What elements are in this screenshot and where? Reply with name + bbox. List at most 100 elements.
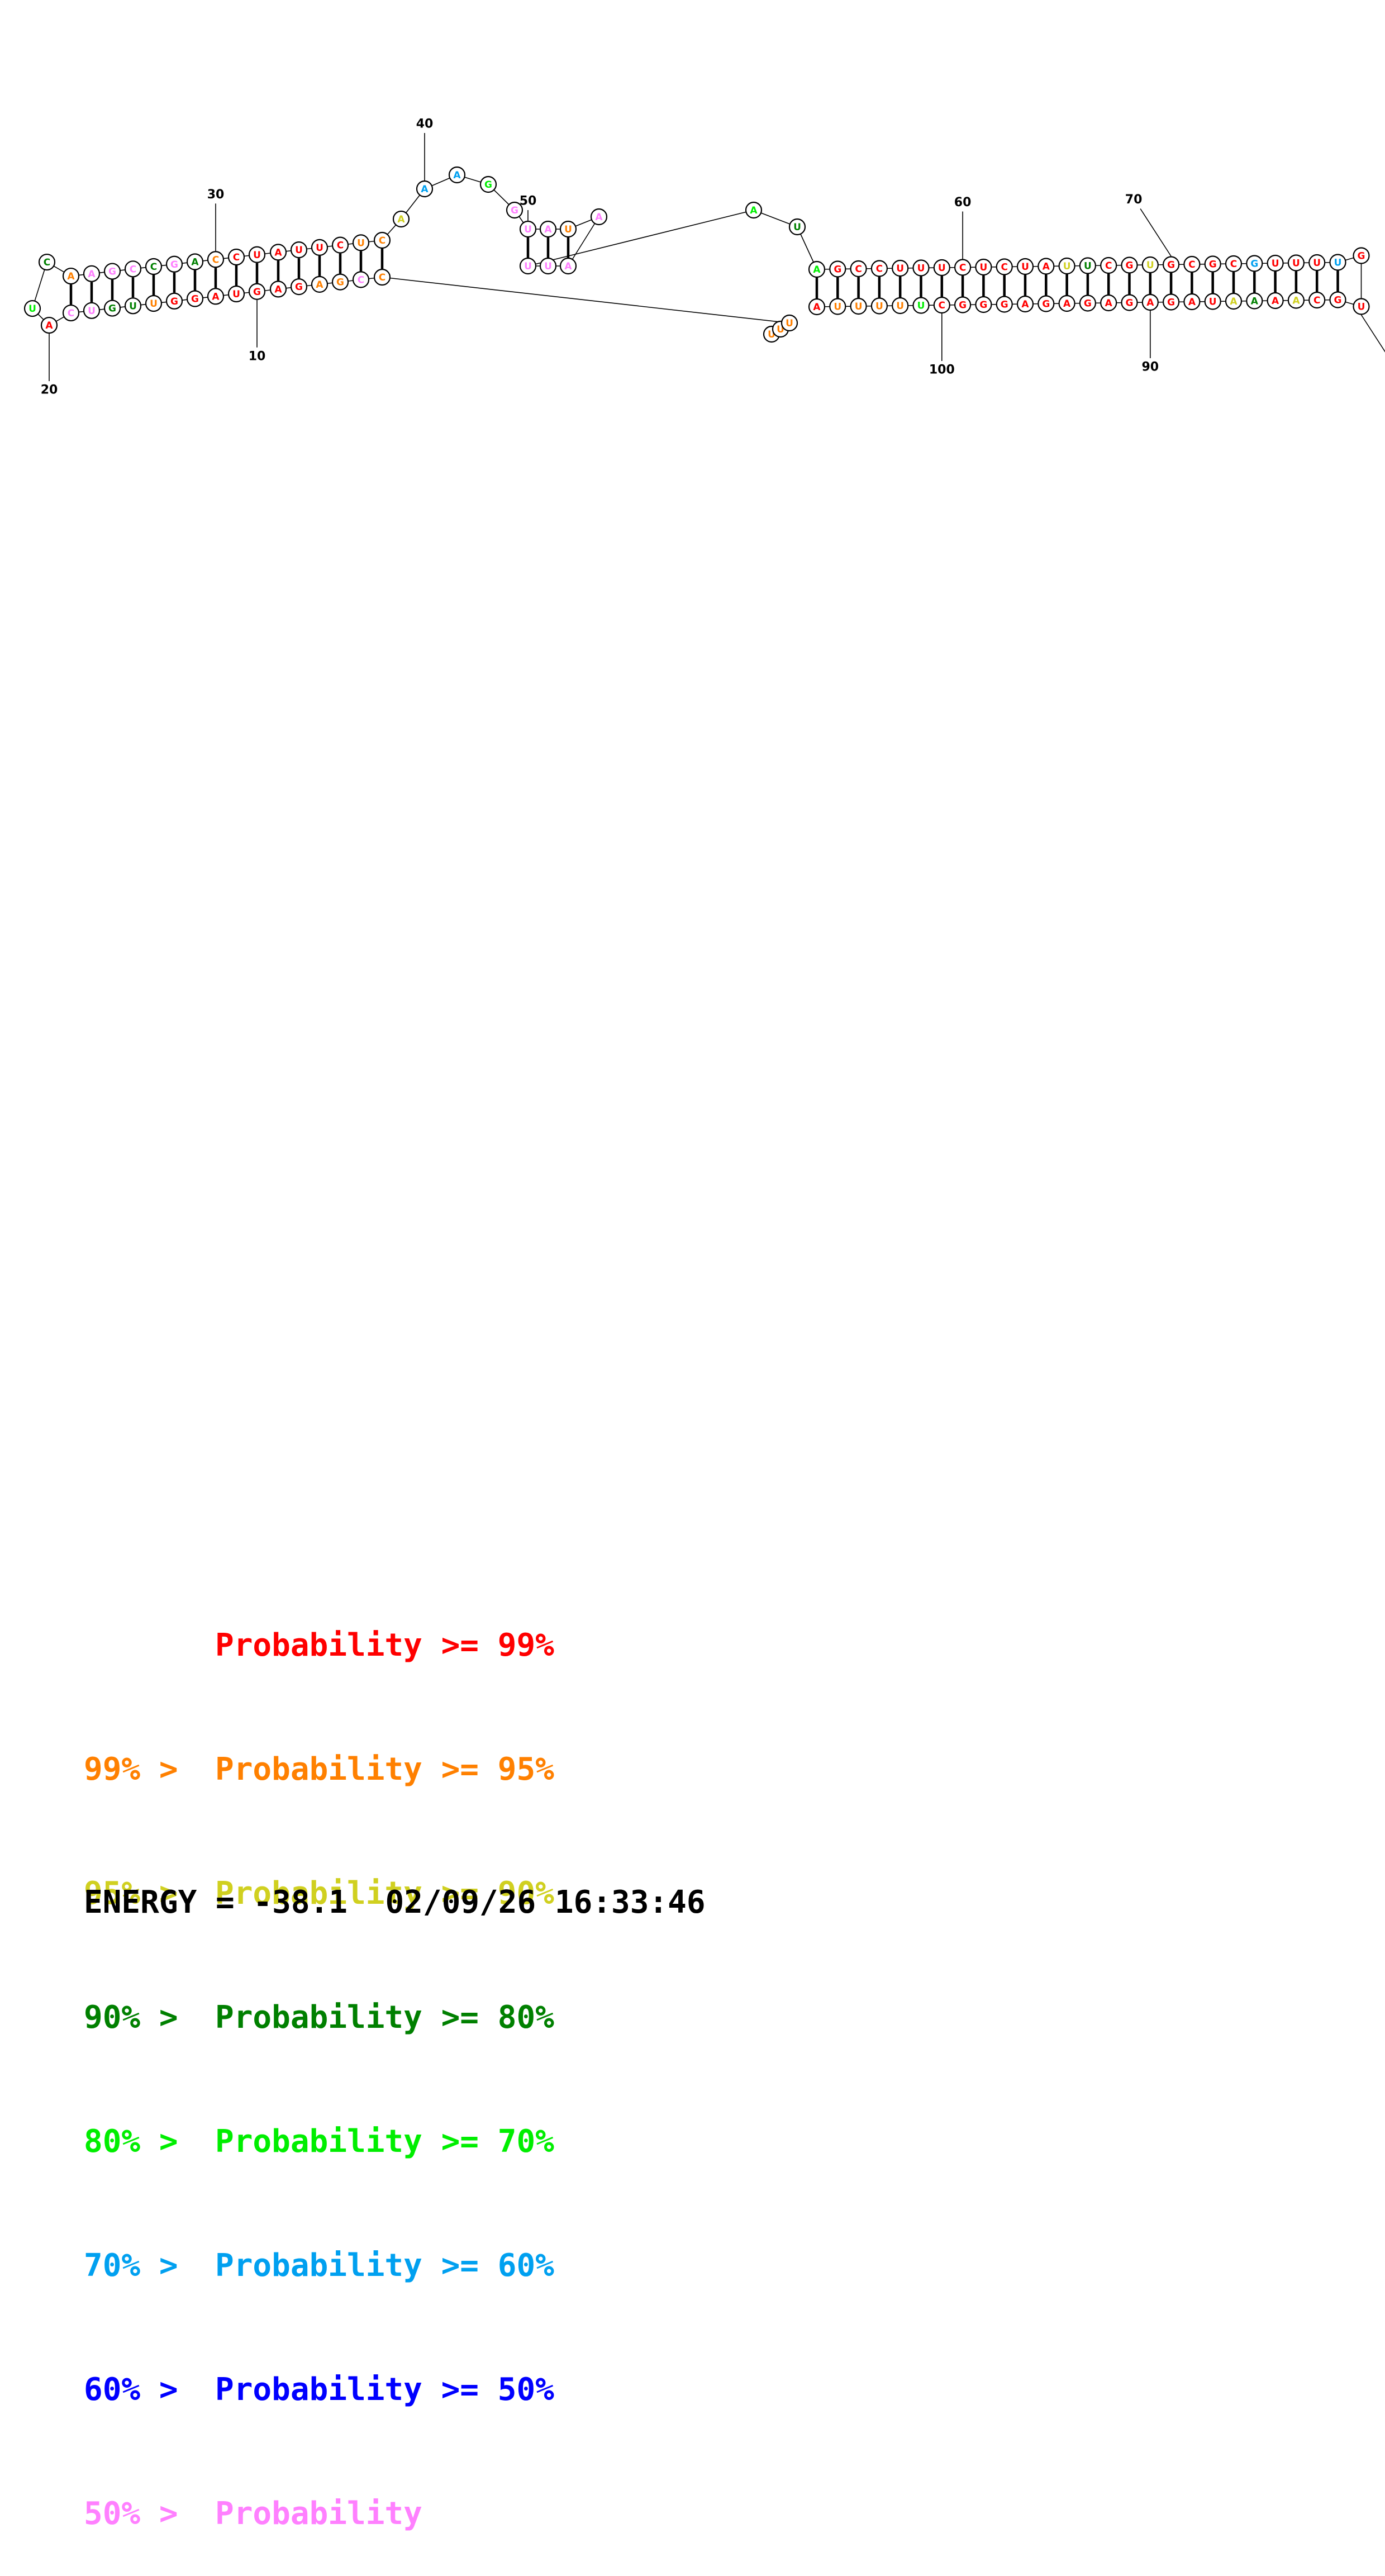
nucleotide: U: [892, 298, 908, 313]
backbone-segment: [528, 210, 754, 266]
nucleotide: U: [872, 298, 887, 314]
nucleotide: U: [975, 259, 991, 275]
nucleotide: A: [1246, 293, 1262, 309]
nucleotide-base: A: [1146, 297, 1154, 308]
nucleotide: C: [208, 251, 223, 267]
nucleotide: G: [332, 274, 348, 290]
legend-prefix: 50% >: [84, 2493, 215, 2535]
legend-label: Probability >= 60%: [215, 2247, 554, 2284]
nucleotide: U: [1017, 259, 1033, 274]
nucleotide-base: A: [421, 184, 429, 195]
nucleotide: G: [507, 202, 522, 218]
nucleotide-base: G: [1001, 300, 1008, 311]
nucleotide: U: [229, 286, 244, 302]
nucleotide-base: U: [253, 250, 261, 261]
nucleotide: G: [1122, 295, 1137, 311]
nucleotide: U: [84, 303, 99, 319]
nucleotide: A: [1268, 293, 1283, 308]
nucleotide: U: [1080, 258, 1096, 274]
nucleotide-base: U: [793, 222, 801, 233]
legend-row: 80% > Probability >= 70%: [84, 2121, 554, 2162]
nucleotide-base: G: [108, 267, 116, 278]
position-label: 90: [1141, 360, 1159, 374]
nucleotide-base: G: [1167, 260, 1175, 271]
nucleotide-base: A: [1272, 296, 1279, 307]
nucleotide: G: [291, 279, 307, 294]
nucleotide: A: [84, 266, 99, 282]
nucleotide-base: U: [786, 318, 793, 329]
nucleotide: G: [480, 177, 496, 192]
nucleotide: A: [63, 268, 79, 284]
nucleotide-base: A: [67, 271, 75, 282]
nucleotide: U: [291, 242, 307, 258]
nucleotide: G: [1205, 256, 1221, 272]
nucleotide: A: [1226, 293, 1241, 309]
legend-label: Probability >= 95%: [215, 1751, 554, 1788]
position-label: 20: [41, 383, 58, 397]
nucleotide: A: [41, 317, 57, 333]
nucleotide-base: C: [68, 308, 74, 319]
nucleotide-base: G: [1167, 297, 1175, 308]
legend-row: 70% > Probability >= 60%: [84, 2245, 554, 2287]
nucleotide-base: G: [1250, 259, 1258, 270]
nucleotide-base: G: [170, 259, 178, 270]
legend-row: 50% > Probability: [84, 2493, 554, 2535]
nucleotide: A: [1101, 295, 1116, 311]
nucleotide: U: [1288, 255, 1304, 271]
legend-prefix: 90% >: [84, 1997, 215, 2038]
nucleotide-base: A: [813, 302, 821, 313]
nucleotide-base: U: [917, 301, 925, 312]
nucleotide-base: A: [564, 261, 572, 272]
nucleotide: G: [104, 264, 120, 279]
nucleotide: A: [393, 211, 409, 227]
position-label: 100: [929, 363, 955, 377]
nucleotide: A: [1288, 293, 1304, 308]
nucleotide: C: [872, 261, 887, 277]
backbone-segment: [382, 277, 789, 323]
nucleotide-base: C: [876, 264, 883, 275]
nucleotide-base: A: [88, 269, 96, 280]
nucleotide-base: G: [979, 300, 987, 311]
nucleotide-base: C: [233, 252, 240, 263]
nucleotide: C: [146, 259, 161, 274]
legend-prefix: 60% >: [84, 2369, 215, 2411]
nucleotide: U: [125, 298, 141, 313]
nucleotide-base: C: [212, 254, 219, 265]
nucleotide: G: [166, 293, 182, 309]
nucleotide-base: G: [336, 277, 344, 288]
nucleotide-base: A: [453, 170, 461, 181]
nucleotide-base: G: [191, 294, 199, 305]
nucleotide: U: [249, 247, 265, 263]
nucleotide: U: [782, 315, 797, 331]
energy-footer: ENERGY = -38.1 02/09/26 16:33:46: [84, 1884, 706, 1921]
nucleotide-base: U: [1209, 297, 1217, 308]
nucleotide-base: U: [979, 262, 987, 273]
nucleotide: U: [353, 235, 369, 250]
nucleotide: A: [809, 299, 825, 315]
nucleotide: U: [146, 296, 161, 311]
nucleotide-base: U: [938, 263, 946, 274]
nucleotide: A: [809, 262, 825, 277]
nucleotide-base: U: [1358, 302, 1365, 313]
nucleotide-base: C: [1001, 262, 1007, 273]
legend-label: Probability >= 80%: [215, 1999, 554, 2036]
nucleotide: G: [830, 262, 845, 277]
legend-label: Probability >= 70%: [215, 2123, 554, 2160]
position-label: 30: [207, 188, 225, 202]
nucleotide-base: U: [1292, 258, 1300, 269]
legend-row: 90% > Probability >= 80%: [84, 1997, 554, 2038]
nucleotide-base: G: [295, 282, 303, 293]
legend-label: Probability >= 99%: [215, 1627, 554, 1664]
nucleotide-base: U: [1146, 260, 1154, 271]
nucleotide-base: U: [1084, 261, 1092, 272]
position-label: 50: [520, 194, 537, 208]
nucleotide-base: U: [564, 224, 572, 235]
nucleotide-base: A: [316, 279, 323, 291]
nucleotide-base: U: [896, 263, 904, 274]
nucleotide-base: A: [212, 291, 220, 302]
position-label: 70: [1125, 193, 1143, 207]
nucleotide-base: A: [813, 264, 821, 275]
nucleotide-base: A: [1043, 262, 1050, 273]
nucleotide-base: A: [45, 320, 53, 331]
